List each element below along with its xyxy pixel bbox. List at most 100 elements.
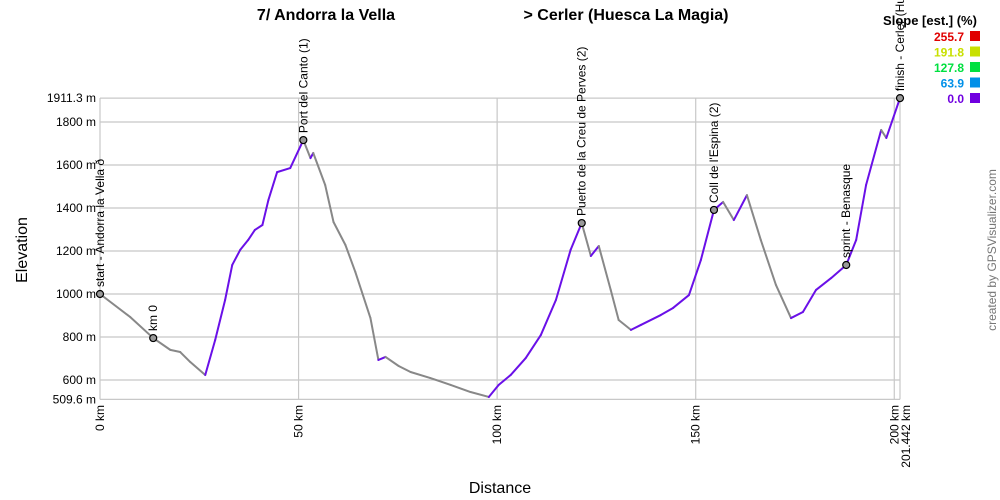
profile-segment	[589, 245, 600, 257]
waypoint-marker[interactable]	[95, 289, 105, 299]
profile-segment	[239, 239, 250, 251]
profile-segment	[855, 184, 868, 242]
waypoint-marker[interactable]	[299, 135, 308, 145]
chart-title-left: 7/ Andorra la Vella	[257, 7, 395, 24]
x-tick-label: 100 km	[490, 405, 504, 444]
profile-segment	[629, 323, 642, 331]
profile-segment	[469, 391, 490, 398]
profile-segment	[129, 315, 155, 340]
profile-segment	[276, 167, 292, 174]
y-tick-label: 1600 m	[56, 158, 96, 172]
waypoint-marker[interactable]	[709, 205, 719, 215]
waypoint-label: finish - Cerler (Hu	[893, 0, 907, 91]
profile-segment	[312, 151, 327, 187]
profile-segment	[449, 383, 472, 394]
legend-swatch	[970, 46, 980, 57]
x-axis-title: Distance	[469, 480, 531, 497]
profile-segment	[687, 259, 702, 297]
profile-segment	[169, 348, 182, 354]
profile-segment	[745, 194, 762, 242]
x-tick-label: 0 km	[93, 405, 107, 431]
profile-segment	[672, 294, 690, 309]
profile-segment	[204, 338, 217, 377]
profile-segment	[790, 311, 804, 320]
profile-segment	[289, 139, 305, 170]
waypoint-marker[interactable]	[577, 218, 586, 228]
profile-segment	[509, 357, 527, 377]
profile-segment	[267, 171, 279, 202]
waypoint-label: start - Andorra la Vella ð	[93, 159, 107, 287]
profile-segment	[865, 128, 883, 187]
profile-segment	[214, 299, 227, 341]
profile-segment	[699, 208, 715, 262]
profile-segment	[224, 263, 234, 302]
y-tick-label: 1200 m	[56, 244, 96, 258]
waypoint-marker[interactable]	[149, 333, 158, 343]
waypoint-marker[interactable]	[895, 93, 905, 103]
profile-segment	[261, 199, 270, 226]
profile-segment	[497, 374, 512, 386]
y-tick-label: 800 m	[63, 330, 96, 344]
waypoint-label: Puerto de la Creu de Perves (2)	[575, 47, 589, 216]
y-tick-label: 509.6 m	[53, 392, 96, 406]
x-tick-label: 150 km	[689, 405, 703, 444]
profile-segment	[659, 306, 675, 317]
profile-segment	[179, 351, 192, 363]
profile-segment	[597, 245, 612, 291]
y-tick-label: 1400 m	[56, 201, 96, 215]
x-tick-label: 200 km	[887, 405, 901, 444]
legend-label: 191.8	[934, 46, 964, 60]
waypoint-marker[interactable]	[842, 260, 851, 270]
profile-segment	[774, 283, 793, 320]
profile-segment	[354, 271, 372, 320]
profile-segment	[569, 222, 583, 251]
waypoint-label: Coll de l'Espina (2)	[707, 103, 721, 203]
legend-swatch	[970, 62, 980, 72]
x-tick-label: 201.442 km	[899, 405, 913, 468]
legend-label: 255.7	[934, 30, 964, 44]
profile-segment	[344, 243, 357, 274]
profile-segment	[189, 360, 207, 377]
profile-segment	[524, 334, 542, 360]
profile-segment	[880, 128, 888, 139]
profile-segment	[384, 355, 400, 367]
profile-segment	[609, 288, 620, 321]
legend-title: Slope [est.] (%)	[883, 13, 977, 28]
y-axis-title: Elevation	[14, 217, 31, 283]
chart-title-right: > Cerler (Huesca La Magia)	[524, 7, 729, 24]
y-tick-label: 600 m	[63, 373, 96, 387]
legend-swatch	[970, 77, 980, 88]
waypoint-label: km 0	[146, 305, 160, 331]
profile-segment	[369, 317, 380, 361]
profile-segment	[397, 364, 412, 374]
profile-segment	[99, 292, 132, 318]
watermark: created by GPSVisualizer.com	[985, 169, 999, 331]
x-tick-label: 50 km	[292, 405, 306, 438]
profile-segment	[732, 194, 748, 222]
profile-segment	[539, 299, 557, 337]
legend-label: 127.8	[934, 61, 964, 75]
profile-segment	[324, 184, 335, 223]
profile-segment	[429, 377, 452, 386]
legend-swatch	[970, 93, 980, 103]
profile-segment	[554, 248, 572, 302]
profile-segment	[580, 222, 592, 257]
profile-segment	[377, 355, 387, 361]
y-tick-label: 1000 m	[56, 287, 96, 301]
legend-label: 0.0	[947, 92, 964, 106]
profile-segment	[801, 288, 818, 314]
profile-segment	[722, 200, 735, 222]
y-tick-label: 1800 m	[56, 115, 96, 129]
profile-segment	[815, 277, 833, 291]
waypoint-label: Port del Canto (1)	[296, 38, 310, 133]
profile-segment	[409, 371, 432, 380]
y-tick-label: 1911.3 m	[47, 91, 96, 105]
legend-swatch	[970, 31, 980, 41]
profile-segment	[759, 239, 777, 286]
profile-segment	[332, 220, 347, 246]
profile-segment	[231, 248, 242, 266]
profile-segment	[845, 239, 858, 266]
profile-segment	[253, 223, 264, 231]
